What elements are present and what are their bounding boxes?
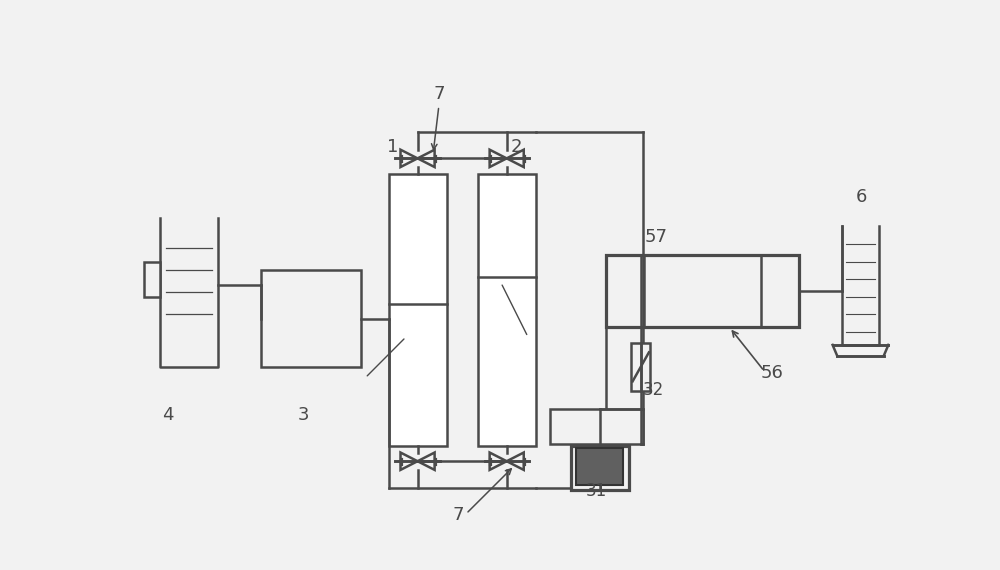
Bar xyxy=(631,343,650,391)
Text: 7: 7 xyxy=(433,85,445,103)
Bar xyxy=(550,409,643,443)
Bar xyxy=(478,174,536,446)
Bar xyxy=(261,270,361,367)
Bar xyxy=(576,448,623,486)
Bar xyxy=(144,262,160,296)
Text: 57: 57 xyxy=(644,228,667,246)
Text: 7: 7 xyxy=(452,507,464,524)
Bar xyxy=(606,255,799,327)
Text: 1: 1 xyxy=(387,138,398,156)
Text: 56: 56 xyxy=(761,364,784,382)
Text: 2: 2 xyxy=(511,138,522,156)
Text: 6: 6 xyxy=(856,188,867,206)
Bar xyxy=(388,174,447,446)
Text: 3: 3 xyxy=(298,405,309,424)
Text: 32: 32 xyxy=(643,381,664,400)
Text: 4: 4 xyxy=(162,405,173,424)
Text: 31: 31 xyxy=(586,482,607,500)
Bar xyxy=(571,446,629,490)
